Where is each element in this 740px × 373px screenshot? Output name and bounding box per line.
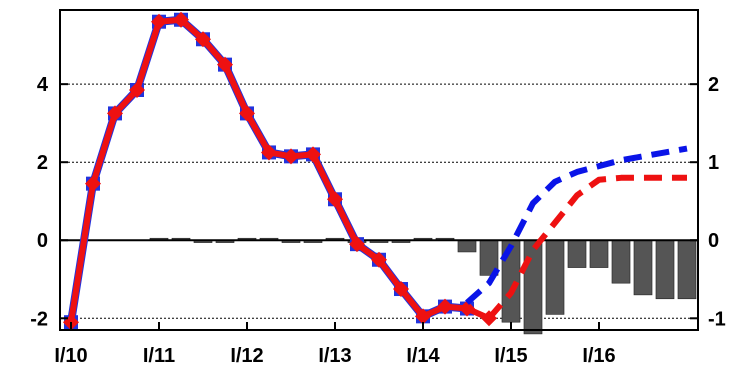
bar bbox=[677, 239, 697, 300]
left-axis-ticks: -2 0 2 4 bbox=[30, 74, 68, 330]
x-tick-label: I/15 bbox=[494, 345, 527, 367]
series-point bbox=[327, 191, 343, 208]
right-tick-label: 0 bbox=[708, 230, 719, 252]
bar bbox=[589, 239, 609, 268]
x-tick-label: I/14 bbox=[406, 345, 440, 367]
x-tick-label: I/16 bbox=[582, 345, 615, 367]
x-axis-ticks: I/10 I/11 I/12 I/13 I/14 I/15 I/16 bbox=[54, 322, 616, 367]
series-point bbox=[393, 281, 409, 298]
x-tick-label: I/11 bbox=[143, 345, 175, 367]
bar bbox=[523, 239, 543, 335]
x-tick-label: I/13 bbox=[318, 345, 351, 367]
series-point bbox=[151, 13, 167, 30]
series-point bbox=[349, 236, 365, 253]
series-point bbox=[195, 31, 211, 48]
right-tick-label: 1 bbox=[708, 152, 719, 174]
bar bbox=[633, 239, 653, 296]
left-tick-label: -2 bbox=[30, 308, 48, 330]
series-point bbox=[261, 144, 277, 161]
series-point bbox=[173, 11, 189, 28]
line-series bbox=[63, 11, 688, 331]
bar bbox=[567, 239, 587, 268]
right-tick-label: -1 bbox=[708, 308, 726, 330]
series-point bbox=[415, 308, 431, 325]
series-point bbox=[239, 105, 255, 122]
bar-series bbox=[149, 237, 697, 335]
series-point bbox=[129, 82, 145, 98]
left-tick-label: 2 bbox=[37, 152, 48, 174]
series-point bbox=[107, 105, 123, 122]
series-point bbox=[283, 148, 299, 165]
bar bbox=[611, 239, 631, 284]
left-tick-label: 0 bbox=[37, 230, 48, 252]
x-tick-label: I/12 bbox=[230, 345, 263, 367]
series-line-dashed bbox=[486, 174, 687, 321]
series-point bbox=[371, 251, 387, 268]
series-point bbox=[437, 298, 453, 315]
series-point bbox=[305, 146, 321, 163]
bar bbox=[655, 239, 675, 300]
plot-frame bbox=[59, 9, 699, 331]
series-point bbox=[85, 175, 101, 192]
left-tick-label: 4 bbox=[37, 74, 49, 96]
x-tick-label: I/10 bbox=[54, 345, 87, 367]
right-tick-label: 2 bbox=[708, 74, 719, 96]
series-line bbox=[68, 16, 491, 323]
series-line-dashed bbox=[465, 145, 688, 305]
bar bbox=[545, 239, 565, 315]
bar bbox=[457, 239, 477, 253]
series-point bbox=[459, 300, 475, 317]
right-axis-ticks: -1 0 1 2 bbox=[690, 74, 726, 330]
series-point bbox=[217, 56, 233, 73]
